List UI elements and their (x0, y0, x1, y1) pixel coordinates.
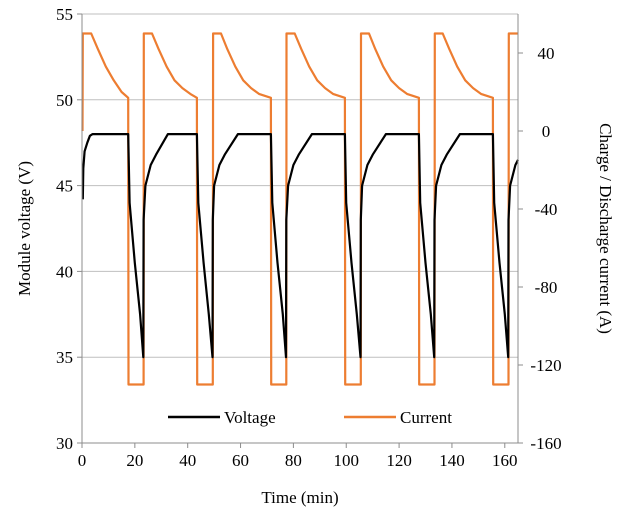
legend-voltage-label: Voltage (224, 408, 276, 427)
current-line (81, 32, 518, 386)
x-tick-label-80: 80 (285, 451, 302, 470)
y2-tick-label-0: 0 (542, 122, 551, 141)
y-tick-label-50: 50 (56, 91, 73, 110)
axes (77, 13, 523, 448)
y-tick-label-55: 55 (56, 5, 73, 24)
x-tick-label-100: 100 (333, 451, 359, 470)
x-tick-label-160: 160 (492, 451, 518, 470)
y2-tick-label--40: -40 (535, 200, 558, 219)
legend-current-label: Current (400, 408, 452, 427)
current-series (81, 32, 518, 386)
y2-tick-label--160: -160 (530, 434, 561, 453)
tick-labels: 0 20 40 60 80 100 120 140 160 30 35 40 45 50 55 -160 -12… (56, 5, 562, 470)
x-tick-label-120: 120 (386, 451, 412, 470)
x-tick-label-0: 0 (78, 451, 87, 470)
grid-lines (82, 13, 518, 444)
y-tick-label-35: 35 (56, 348, 73, 367)
voltage-line (81, 133, 519, 359)
y2-tick-label-40: 40 (538, 44, 555, 63)
y2-tick-label--80: -80 (535, 278, 558, 297)
legend: Voltage Current (150, 402, 480, 430)
x-tick-label-60: 60 (232, 451, 249, 470)
y2-tick-label--120: -120 (530, 356, 561, 375)
y-tick-label-40: 40 (56, 262, 73, 281)
x-tick-label-20: 20 (126, 451, 143, 470)
y-tick-label-30: 30 (56, 434, 73, 453)
y-tick-label-45: 45 (56, 177, 73, 196)
x-axis-title: Time (min) (261, 488, 338, 507)
y-axis-title: Module voltage (V) (15, 161, 34, 296)
voltage-series (81, 133, 519, 359)
y2-axis-title: Charge / Discharge current (A) (596, 123, 615, 334)
x-tick-label-40: 40 (179, 451, 196, 470)
x-tick-label-140: 140 (439, 451, 465, 470)
